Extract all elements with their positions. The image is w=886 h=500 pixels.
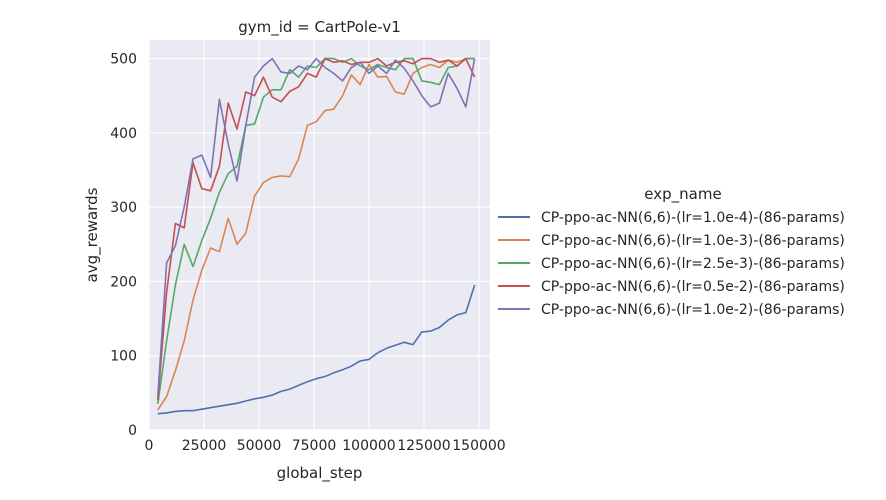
y-tick-label: 300 — [110, 200, 137, 216]
plot-background — [149, 40, 490, 430]
x-tick-label: 100000 — [342, 438, 395, 454]
series-layer — [157, 57, 476, 415]
legend: exp_name CP-ppo-ac-NN(6,6)-(lr=1.0e-4)-(… — [498, 185, 845, 318]
x-tick-label: 0 — [145, 438, 154, 454]
series-line-2 — [157, 57, 475, 411]
y-tick-label: 400 — [110, 126, 137, 142]
legend-label-1: CP-ppo-ac-NN(6,6)-(lr=1.0e-4)-(86-params… — [541, 210, 845, 226]
x-tick-label: 25000 — [182, 438, 227, 454]
y-axis-label: avg_rewards — [83, 187, 102, 282]
series-line-5 — [157, 57, 476, 397]
legend-label-5: CP-ppo-ac-NN(6,6)-(lr=1.0e-2)-(86-params… — [541, 302, 845, 318]
x-axis-label: global_step — [277, 464, 363, 483]
x-tick-label: 50000 — [237, 438, 282, 454]
legend-label-2: CP-ppo-ac-NN(6,6)-(lr=1.0e-3)-(86-params… — [541, 233, 845, 249]
grid — [148, 40, 490, 431]
x-tick-label: 125000 — [397, 438, 450, 454]
x-tick-label: 75000 — [292, 438, 337, 454]
y-tick-label: 0 — [128, 423, 137, 439]
series-line-1 — [157, 284, 476, 415]
series-line-4 — [157, 57, 476, 401]
legend-label-3: CP-ppo-ac-NN(6,6)-(lr=2.5e-3)-(86-params… — [541, 256, 845, 272]
legend-label-4: CP-ppo-ac-NN(6,6)-(lr=0.5e-2)-(86-params… — [541, 279, 845, 295]
y-tick-label: 100 — [110, 349, 137, 365]
legend-title: exp_name — [644, 185, 721, 204]
chart-title: gym_id = CartPole-v1 — [238, 18, 401, 37]
y-tick-label: 500 — [110, 52, 137, 68]
y-tick-labels: 0 100 200 300 400 500 — [110, 52, 137, 439]
x-tick-label: 150000 — [452, 438, 505, 454]
x-tick-labels: 0 25000 50000 75000 100000 125000 150000 — [145, 438, 506, 454]
y-tick-label: 200 — [110, 274, 137, 290]
series-line-3 — [157, 57, 475, 405]
